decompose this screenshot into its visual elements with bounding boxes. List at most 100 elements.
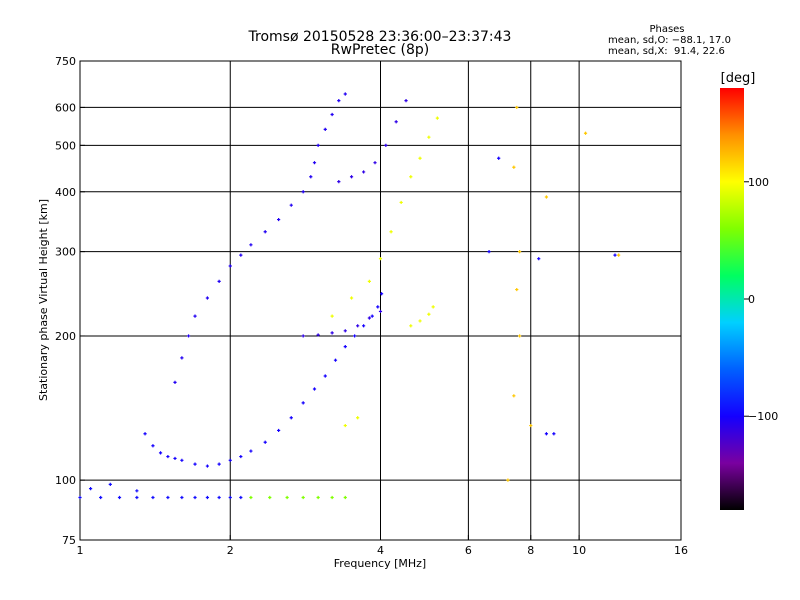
data-point [518, 250, 522, 254]
data-point [263, 440, 267, 444]
x-tick-label: 1 [77, 544, 84, 557]
x-tick-label: 2 [227, 544, 234, 557]
data-point [205, 495, 210, 500]
data-point [166, 454, 170, 459]
data-point [249, 495, 253, 500]
data-point [376, 305, 380, 309]
data-point [268, 495, 272, 500]
data-point [330, 495, 334, 500]
x-axis-label: Frequency [MHz] [334, 557, 426, 570]
data-point [173, 380, 177, 384]
data-point [343, 329, 347, 333]
colorbar-tick-label: 0 [748, 293, 755, 306]
data-point [78, 495, 82, 500]
data-point [394, 120, 398, 124]
data-point [239, 454, 243, 459]
data-point [217, 279, 221, 283]
colorbar-tick-label: −100 [748, 410, 778, 423]
chart-title: Tromsø 20150528 23:36:00–23:37:43 [248, 29, 512, 45]
data-point [312, 387, 317, 391]
chart-subtitle: RwPretec (8p) [331, 42, 429, 58]
data-point [309, 175, 313, 179]
x-tick-label: 16 [674, 544, 688, 557]
y-axis-label: Stationary phase Virtual Height [km] [37, 199, 50, 401]
data-point [435, 116, 439, 120]
phase-info-x: mean, sd,X: 91.4, 22.6 [608, 46, 725, 57]
data-point [362, 324, 366, 328]
y-tick-label: 200 [55, 330, 76, 343]
data-point [143, 432, 147, 436]
data-point [343, 495, 347, 500]
data-point [427, 135, 431, 139]
data-point [409, 324, 413, 328]
data-point [151, 495, 155, 500]
data-point [316, 333, 320, 337]
data-point [613, 253, 617, 257]
data-point [135, 495, 139, 500]
data-point [418, 156, 422, 160]
colorbar-unit: [deg] [721, 71, 756, 86]
data-point [312, 161, 317, 165]
data-point [418, 319, 422, 323]
data-point [301, 334, 305, 338]
data-point [583, 131, 588, 135]
data-point [205, 296, 210, 300]
data-point [166, 495, 170, 500]
grid [80, 61, 681, 540]
data-point [362, 170, 366, 174]
data-point [173, 456, 177, 461]
data-point [217, 495, 221, 500]
colorbar-tick-label: 100 [748, 176, 769, 189]
data-point [356, 324, 360, 328]
y-tick-label: 300 [55, 246, 76, 259]
data-point [431, 305, 435, 309]
data-point [228, 264, 232, 268]
data-point [117, 495, 122, 500]
data-point [537, 257, 541, 261]
data-point [323, 127, 327, 131]
data-point [301, 190, 305, 194]
data-point [301, 495, 305, 500]
data-point [373, 161, 377, 165]
data-point [337, 180, 341, 184]
data-point [518, 334, 522, 338]
data-point [249, 243, 253, 247]
data-point [367, 279, 371, 283]
phase-info-o: mean, sd,O: −88.1, 17.0 [608, 35, 731, 46]
data-point [515, 105, 519, 110]
data-point [289, 416, 293, 420]
x-axis: 1 2 4 6 8 10 16 [77, 535, 688, 557]
data-point [180, 356, 184, 360]
data-point [151, 444, 155, 448]
data-point [617, 253, 621, 257]
data-point [544, 195, 549, 199]
data-point [158, 451, 163, 455]
data-point [316, 143, 320, 147]
colorbar [720, 88, 744, 510]
data-point [378, 309, 383, 314]
y-tick-label: 500 [55, 139, 76, 152]
data-point [99, 495, 103, 500]
data-point [186, 334, 191, 338]
data-point [289, 203, 293, 207]
data-point [379, 292, 384, 296]
data-point [506, 478, 510, 482]
data-point [512, 394, 516, 398]
data-point [88, 487, 93, 491]
data-point [108, 482, 112, 486]
data-point [399, 200, 403, 205]
data-point [384, 143, 388, 147]
data-point [404, 98, 408, 103]
data-point [343, 423, 347, 428]
data-point [370, 314, 374, 318]
data-point [330, 112, 334, 117]
data-point [487, 250, 491, 254]
data-point [180, 458, 184, 462]
data-point [389, 230, 393, 234]
data-points [78, 92, 621, 500]
data-point [228, 458, 232, 462]
data-point [343, 92, 347, 96]
x-tick-label: 10 [572, 544, 586, 557]
data-point [349, 296, 354, 300]
data-point [205, 464, 210, 468]
